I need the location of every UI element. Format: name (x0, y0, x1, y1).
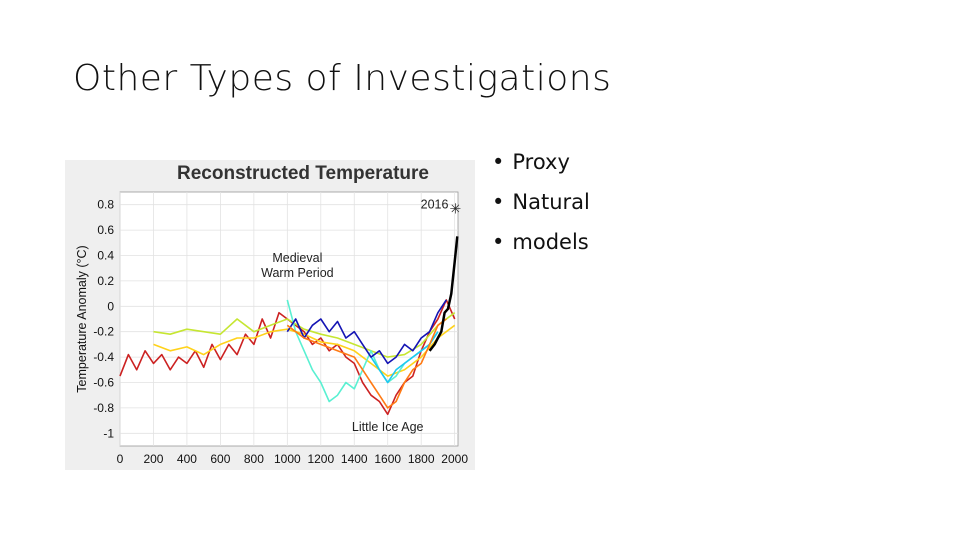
y-tick-label: 0.4 (97, 249, 114, 263)
y-axis-label: Temperature Anomaly (°C) (75, 245, 89, 392)
series-line-2 (153, 312, 456, 358)
marker-2016-icon: ✳ (449, 202, 461, 218)
y-tick-label: 0.6 (97, 223, 114, 237)
annotation-label: 2016 (421, 198, 449, 212)
bullet-dot: • (492, 190, 505, 214)
bullet-dot: • (492, 150, 505, 174)
y-tick-label: -0.8 (93, 401, 114, 415)
x-tick-label: 2000 (441, 452, 468, 466)
series-line-5 (286, 299, 447, 365)
slide-title: Other Types of Investigations (73, 58, 612, 99)
bullet-text: Proxy (512, 150, 570, 174)
y-tick-label: -0.2 (93, 325, 114, 339)
bullet-text: Natural (512, 190, 590, 214)
y-tick-label: 0.2 (97, 274, 114, 288)
x-tick-label: 600 (210, 452, 230, 466)
annotation-label: Warm Period (261, 266, 334, 280)
series-line-6 (286, 318, 447, 409)
temperature-chart: 0 200 400 600 800 1000 1200 1400 1600 1800 2000 -1 -… (65, 160, 475, 470)
y-tick-label: 0.8 (97, 198, 114, 212)
bullet-text: models (512, 230, 589, 254)
x-tick-label: 1200 (307, 452, 334, 466)
series-line-1 (153, 324, 456, 377)
x-tick-label: 1400 (341, 452, 368, 466)
bullet-item: • models (492, 226, 590, 266)
annotation-label: Little Ice Age (352, 420, 424, 434)
series-line-7 (428, 236, 459, 352)
chart-svg: 0 200 400 600 800 1000 1200 1400 1600 1800 2000 -1 -… (65, 160, 475, 470)
bullet-dot: • (492, 230, 505, 254)
x-tick-label: 1600 (374, 452, 401, 466)
x-tick-label: 1000 (274, 452, 301, 466)
y-tick-label: -1 (103, 426, 114, 440)
x-tick-label: 400 (177, 452, 197, 466)
bullet-list: • Proxy • Natural • models (492, 146, 590, 266)
y-tick-label: -0.6 (93, 376, 114, 390)
y-tick-label: -0.4 (93, 350, 114, 364)
plot-area (119, 191, 459, 447)
x-tick-label: 0 (117, 452, 124, 466)
x-tick-label: 200 (143, 452, 163, 466)
series-line-4 (370, 331, 439, 384)
y-tick-label: 0 (107, 299, 114, 313)
chart-title: Reconstructed Temperature (177, 163, 429, 184)
bullet-item: • Natural (492, 186, 590, 226)
bullet-item: • Proxy (492, 146, 590, 186)
annotation-label: Medieval (272, 251, 322, 265)
x-tick-label: 1800 (408, 452, 435, 466)
x-tick-label: 800 (244, 452, 264, 466)
